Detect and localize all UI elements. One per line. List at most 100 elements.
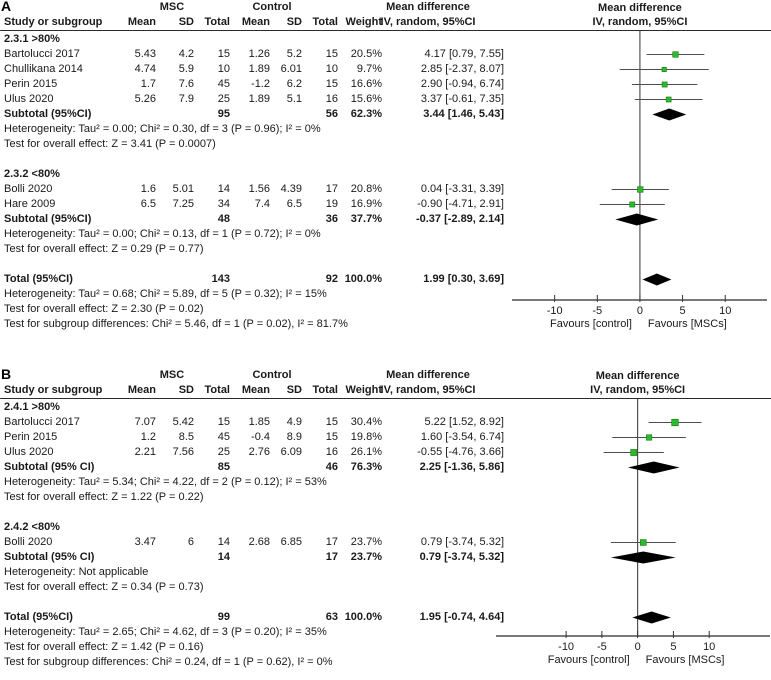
note-row: Test for overall effect: Z = 3.41 (P = 0… [0, 137, 771, 152]
control-sd: 5.2 [286, 48, 302, 60]
subtotal-label: Subtotal (95% CI) [4, 551, 95, 563]
md-ci-value: -0.55 [-4.76, 3.66] [417, 446, 504, 458]
md-ci-value: -0.90 [-4.71, 2.91] [417, 198, 504, 210]
point-estimate-marker [640, 539, 647, 546]
header-md-line2: IV, random, 95%CI [380, 16, 476, 28]
msc-sd: 7.56 [172, 446, 194, 458]
msc-total: 45 [217, 431, 230, 443]
header-total-control: Total [312, 16, 338, 28]
section-row: 2.4.1 >80% [0, 400, 771, 415]
msc-sd: 5.42 [172, 416, 194, 428]
md-ci-value: 5.22 [1.52, 8.92] [424, 416, 504, 428]
subtotal-row: Subtotal (95%CI) 95 56 62.3% 3.44 [1.46, 5.4… [0, 107, 771, 122]
axis-tick-label: 10 [719, 305, 731, 317]
header-study: Study or subgroup [4, 384, 103, 396]
control-sd: 6.5 [286, 198, 302, 210]
msc-mean: 1.7 [140, 78, 156, 90]
subtotal-row: Subtotal (95% CI) 85 46 76.3% 2.25 [-1.36, 5… [0, 460, 771, 475]
plot-header-line1: Mean difference [596, 370, 680, 382]
header-md-line2: IV, random, 95%CI [380, 384, 476, 396]
header-md-line1: Mean difference [386, 1, 470, 13]
msc-mean: 4.74 [134, 63, 156, 75]
msc-total: 45 [217, 78, 230, 90]
plot-header-line1: Mean difference [598, 2, 682, 14]
stats-note: Test for subgroup differences: Chi² = 5.… [4, 318, 348, 330]
study-name: Perin 2015 [4, 78, 58, 90]
stats-note: Test for overall effect: Z = 0.34 (P = 0… [4, 581, 204, 593]
weight-value: 100.0% [344, 611, 382, 623]
header-sd-control: SD [286, 384, 302, 396]
control-mean: 1.26 [248, 48, 270, 60]
control-mean: 2.68 [248, 536, 270, 548]
stats-note: Heterogeneity: Tau² = 5.34; Chi² = 4.22,… [4, 476, 327, 488]
msc-total: 25 [217, 446, 230, 458]
control-mean: 1.85 [248, 416, 270, 428]
axis-tick-label: 0 [637, 305, 643, 317]
md-ci-value: 2.85 [-2.37, 8.07] [420, 63, 504, 75]
md-ci-value: 1.95 [-0.74, 4.64] [419, 611, 504, 623]
study-row: Perin 2015 1.2 8.5 45 -0.4 8.9 15 19.8% 1.60 [-3… [0, 430, 771, 445]
msc-total: 34 [217, 198, 230, 210]
control-sd: 6.85 [280, 536, 302, 548]
panel-a: A MSC Control Mean difference Study or subgr… [0, 0, 771, 332]
pooled-diamond [632, 611, 671, 624]
column-header: MSC Control Mean difference Study or subgro… [0, 368, 771, 399]
favours-left-label: Favours [control] [548, 654, 630, 666]
weight-value: 37.7% [350, 213, 382, 225]
weight-value: 9.7% [356, 63, 382, 75]
subtotal-label: Subtotal (95%CI) [4, 213, 92, 225]
header-mean-msc: Mean [127, 16, 156, 28]
note-row: Test for subgroup differences: Chi² = 0.… [0, 655, 771, 670]
msc-total: 15 [217, 48, 230, 60]
msc-total: 85 [217, 461, 230, 473]
weight-value: 23.7% [350, 536, 382, 548]
study-row: Hare 2009 6.5 7.25 34 7.4 6.5 19 16.9% -0.90 [-4… [0, 197, 771, 212]
msc-total: 14 [217, 551, 230, 563]
study-row: Bolli 2020 1.6 5.01 14 1.56 4.39 17 20.8% 0.04 [… [0, 182, 771, 197]
md-ci-value: 2.90 [-0.94, 6.74] [420, 78, 504, 90]
total-row: Total (95%CI) 143 92 100.0% 1.99 [0.30, 3.69… [0, 272, 771, 287]
favours-right-label: Favours [MSCs] [648, 318, 727, 330]
study-name: Ulus 2020 [4, 93, 54, 105]
subgroup-title: 2.3.2 <80% [4, 168, 60, 180]
study-name: Hare 2009 [4, 198, 56, 210]
header-total-msc: Total [204, 16, 230, 28]
point-estimate-marker [672, 51, 679, 58]
point-estimate-marker [661, 81, 668, 88]
forest-plot-area: Mean difference IV, random, 95%CI -10 -5 0 5 1… [496, 370, 770, 666]
md-ci-value: 3.44 [1.46, 5.43] [423, 108, 504, 120]
md-ci-value: 4.17 [0.79, 7.55] [424, 48, 504, 60]
study-row: Perin 2015 1.7 7.6 45 -1.2 6.2 15 16.6% 2.90 [-0… [0, 77, 771, 92]
control-sd: 8.9 [286, 431, 302, 443]
msc-sd: 5.9 [178, 63, 194, 75]
pooled-diamond [652, 108, 687, 121]
axis-tick-label: -5 [592, 305, 602, 317]
point-estimate-marker [665, 96, 672, 103]
header-md-line1: Mean difference [386, 369, 470, 381]
msc-total: 25 [217, 93, 230, 105]
panel-label: B [1, 366, 12, 382]
msc-sd: 4.2 [178, 48, 194, 60]
pooled-diamond [627, 461, 680, 474]
control-total: 36 [325, 213, 338, 225]
note-row: Test for subgroup differences: Chi² = 5.… [0, 317, 771, 332]
panel-label: A [1, 0, 12, 14]
md-ci-value: 1.60 [-3.54, 6.74] [420, 431, 504, 443]
note-row: Heterogeneity: Not applicable [0, 565, 771, 580]
section-row: 2.3.2 <80% [0, 167, 771, 182]
total-row: Total (95%CI) 99 63 100.0% 1.95 [-0.74, 4.64… [0, 610, 771, 625]
weight-value: 23.7% [350, 551, 382, 563]
msc-mean: 1.2 [140, 431, 156, 443]
axis-tick-label: 10 [703, 641, 715, 653]
subtotal-row: Subtotal (95%CI) 48 36 37.7% -0.37 [-2.89, 2… [0, 212, 771, 227]
md-ci-value: -0.37 [-2.89, 2.14] [415, 213, 504, 225]
header-mean-control: Mean [241, 16, 270, 28]
pooled-diamond [610, 551, 676, 564]
study-name: Bolli 2020 [4, 183, 53, 195]
msc-mean: 5.43 [134, 48, 156, 60]
control-total: 19 [325, 198, 338, 210]
point-estimate-marker [629, 201, 636, 208]
header-weight: Weight [345, 384, 382, 396]
control-total: 10 [325, 63, 338, 75]
weight-value: 19.8% [350, 431, 382, 443]
